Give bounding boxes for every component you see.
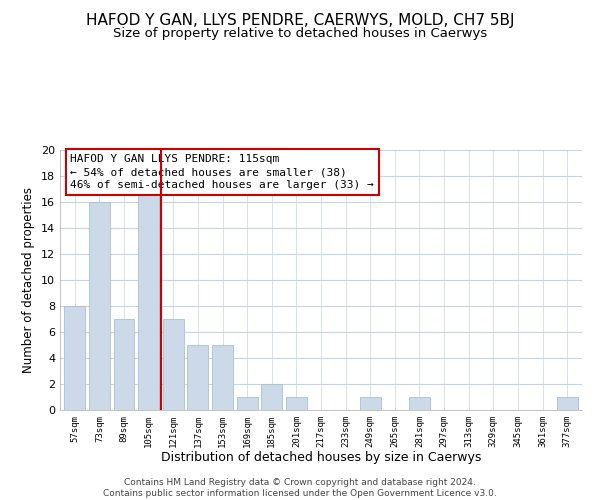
Text: Size of property relative to detached houses in Caerwys: Size of property relative to detached ho… (113, 28, 487, 40)
Text: Contains HM Land Registry data © Crown copyright and database right 2024.
Contai: Contains HM Land Registry data © Crown c… (103, 478, 497, 498)
Bar (163, 319, 184, 410)
Text: HAFOD Y GAN, LLYS PENDRE, CAERWYS, MOLD, CH7 5BJ: HAFOD Y GAN, LLYS PENDRE, CAERWYS, MOLD,… (86, 12, 514, 28)
Bar (557, 397, 578, 410)
Text: HAFOD Y GAN LLYS PENDRE: 115sqm
← 54% of detached houses are smaller (38)
46% of: HAFOD Y GAN LLYS PENDRE: 115sqm ← 54% of… (70, 154, 374, 190)
Bar (286, 397, 307, 410)
Bar (64, 306, 85, 410)
Bar (261, 384, 282, 410)
Bar (212, 345, 233, 410)
Bar (113, 319, 134, 410)
Text: Distribution of detached houses by size in Caerwys: Distribution of detached houses by size … (161, 451, 481, 464)
Bar (409, 397, 430, 410)
Y-axis label: Number of detached properties: Number of detached properties (22, 187, 35, 373)
Bar (187, 345, 208, 410)
Bar (236, 397, 257, 410)
Bar (360, 397, 381, 410)
Bar (138, 189, 159, 410)
Bar (89, 202, 110, 410)
